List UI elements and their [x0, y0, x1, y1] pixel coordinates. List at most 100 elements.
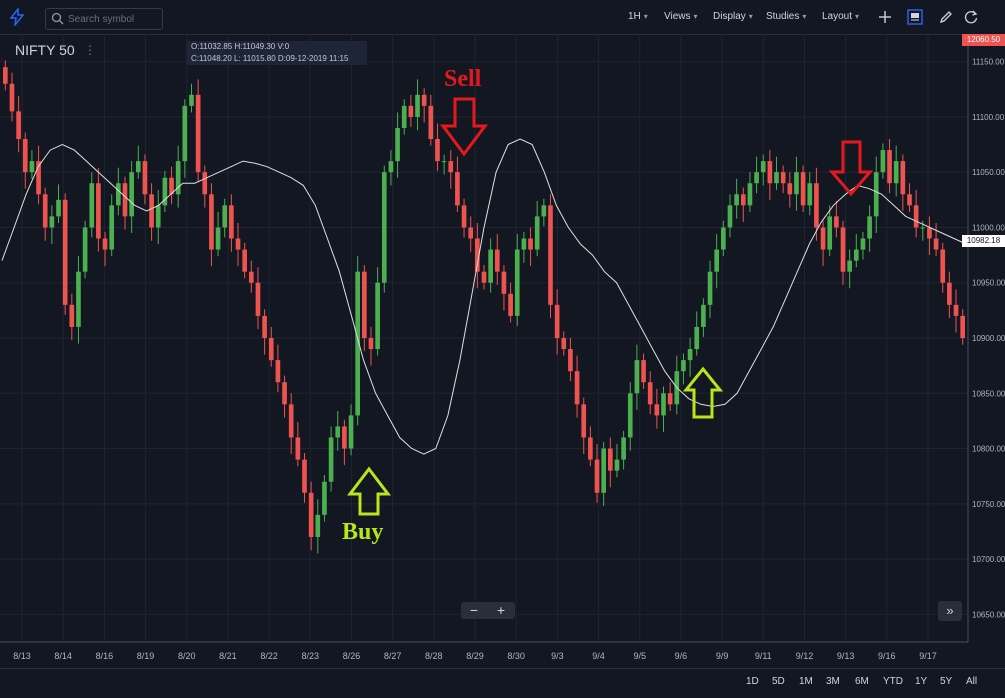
candle-body [9, 83, 15, 112]
search-input[interactable] [66, 11, 162, 28]
chevron-down-icon: ▾ [855, 12, 860, 21]
candle-body [302, 459, 307, 493]
up-arrow-icon [346, 466, 392, 516]
price-axis-bg [968, 34, 1005, 668]
candle-body [109, 205, 115, 250]
refresh-icon[interactable] [963, 9, 979, 25]
candle-body [561, 338, 567, 350]
candle-body [794, 172, 799, 195]
y-tick-label: 11050.00 [972, 168, 1005, 177]
buy-annotation: Buy [342, 366, 724, 545]
candle-body [767, 161, 773, 184]
pencil-icon[interactable] [938, 9, 954, 25]
candle-body [508, 293, 513, 316]
candle-body [162, 177, 168, 206]
y-tick-label: 10850.00 [972, 389, 1005, 398]
candle-body [594, 459, 600, 493]
x-tick-label: 9/9 [716, 651, 729, 661]
up-arrow-icon [682, 366, 724, 419]
candle-body [428, 105, 434, 140]
candlestick-series [2, 60, 966, 554]
candle-body [754, 172, 759, 184]
candle-body [541, 205, 547, 217]
candle-body [116, 183, 121, 206]
candle-body [76, 271, 81, 327]
range-all[interactable]: All [966, 676, 978, 687]
display-label: Display [713, 11, 746, 22]
candle-body [774, 172, 779, 184]
x-tick-label: 9/13 [837, 651, 855, 661]
candle-body [494, 249, 500, 272]
candle-body [953, 304, 959, 316]
candle-body [308, 492, 314, 537]
candle-body [853, 249, 859, 261]
x-tick-label: 8/29 [466, 651, 484, 661]
candle-body [262, 315, 267, 338]
candle-body [873, 172, 879, 217]
range-1y[interactable]: 1Y [915, 676, 928, 687]
candle-body [568, 349, 573, 372]
comment-icon[interactable] [907, 9, 923, 25]
more-options-icon[interactable]: ⋮ [84, 43, 96, 57]
chevron-down-icon: ▾ [693, 12, 698, 21]
candle-body [800, 172, 806, 206]
chevron-down-icon: ▾ [802, 12, 807, 21]
candle-body [82, 227, 88, 272]
candle-body [514, 249, 520, 316]
candle-body [189, 94, 194, 106]
candle-body [521, 238, 527, 250]
candle-body [362, 271, 367, 338]
candle-body [448, 161, 454, 173]
x-tick-label: 8/27 [384, 651, 402, 661]
range-1m[interactable]: 1M [799, 676, 813, 687]
candle-body [435, 139, 440, 162]
candle-body [288, 404, 294, 438]
range-6m[interactable]: 6M [855, 676, 869, 687]
candle-body [248, 271, 254, 283]
candle-body [694, 326, 700, 350]
candle-body [275, 360, 281, 383]
range-ytd[interactable]: YTD [883, 676, 903, 687]
candle-body [960, 315, 966, 338]
candle-body [534, 216, 540, 250]
candle-body [122, 183, 128, 217]
views-menu[interactable]: Views ▾ [664, 11, 698, 22]
candle-body [528, 238, 533, 250]
candle-body [335, 426, 341, 438]
layout-menu[interactable]: Layout ▾ [822, 11, 859, 22]
x-tick-label: 9/4 [592, 651, 605, 661]
candle-body [760, 161, 766, 173]
x-tick-label: 8/23 [302, 651, 320, 661]
candle-body [129, 172, 134, 217]
symbol-search-box[interactable] [45, 8, 163, 30]
range-1d[interactable]: 1D [746, 676, 759, 687]
symbol-title[interactable]: NIFTY 50 [15, 42, 75, 58]
range-5y[interactable]: 5Y [940, 676, 953, 687]
candle-body [601, 448, 606, 493]
interval-menu[interactable]: 1H ▾ [628, 11, 648, 22]
candle-body [681, 360, 686, 372]
candle-body [734, 194, 739, 206]
candle-body [255, 282, 261, 316]
candle-body [927, 227, 932, 239]
range-5d[interactable]: 5D [772, 676, 785, 687]
candle-body [727, 205, 733, 228]
scroll-to-latest-button[interactable]: » [938, 601, 962, 621]
lightning-icon[interactable] [8, 8, 26, 26]
candle-body [155, 205, 161, 228]
candle-body [235, 238, 241, 250]
sell-annotation: Sell [440, 66, 874, 197]
price-chart[interactable]: 10650.00 10700.00 10750.00 10800.00 10850.00… [0, 34, 1005, 668]
studies-menu[interactable]: Studies ▾ [766, 11, 806, 22]
zoom-out-button[interactable]: − [469, 602, 479, 618]
candle-body [581, 404, 587, 438]
candle-body [721, 227, 726, 250]
plus-icon[interactable] [877, 9, 893, 25]
candle-body [475, 238, 480, 272]
zoom-in-button[interactable]: + [496, 602, 506, 618]
price-axis: 10650.00 10700.00 10750.00 10800.00 10850.00… [967, 34, 1005, 668]
range-3m[interactable]: 3M [826, 676, 840, 687]
display-menu[interactable]: Display ▾ [713, 11, 753, 22]
candle-body [634, 360, 640, 394]
candle-body [661, 393, 666, 416]
